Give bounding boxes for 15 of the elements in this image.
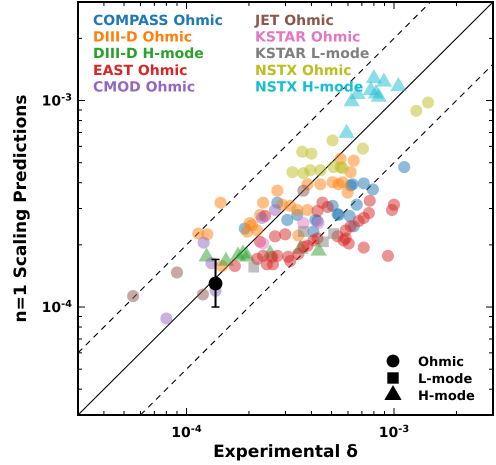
text: KSTAR L-mode	[255, 46, 370, 62]
series-label: NSTX H-mode	[255, 79, 364, 96]
annotation: L-mode	[418, 372, 472, 387]
y-axis-title: n=1 Scaling Predictions	[11, 94, 31, 323]
text: DIII-D H-mode	[93, 46, 204, 62]
annotation: Ohmic	[418, 355, 464, 370]
text: COMPASS Ohmic	[93, 13, 223, 29]
annotation: H-mode	[418, 389, 476, 404]
x-axis-title: Experimental δ	[213, 442, 358, 462]
text: KSTAR Ohmic	[255, 30, 360, 46]
text: DIII-D Ohmic	[93, 30, 192, 46]
text: CMOD Ohmic	[93, 79, 196, 96]
text: EAST Ohmic	[93, 62, 188, 79]
text: JET Ohmic	[254, 13, 334, 29]
text: NSTX Ohmic	[255, 62, 352, 79]
